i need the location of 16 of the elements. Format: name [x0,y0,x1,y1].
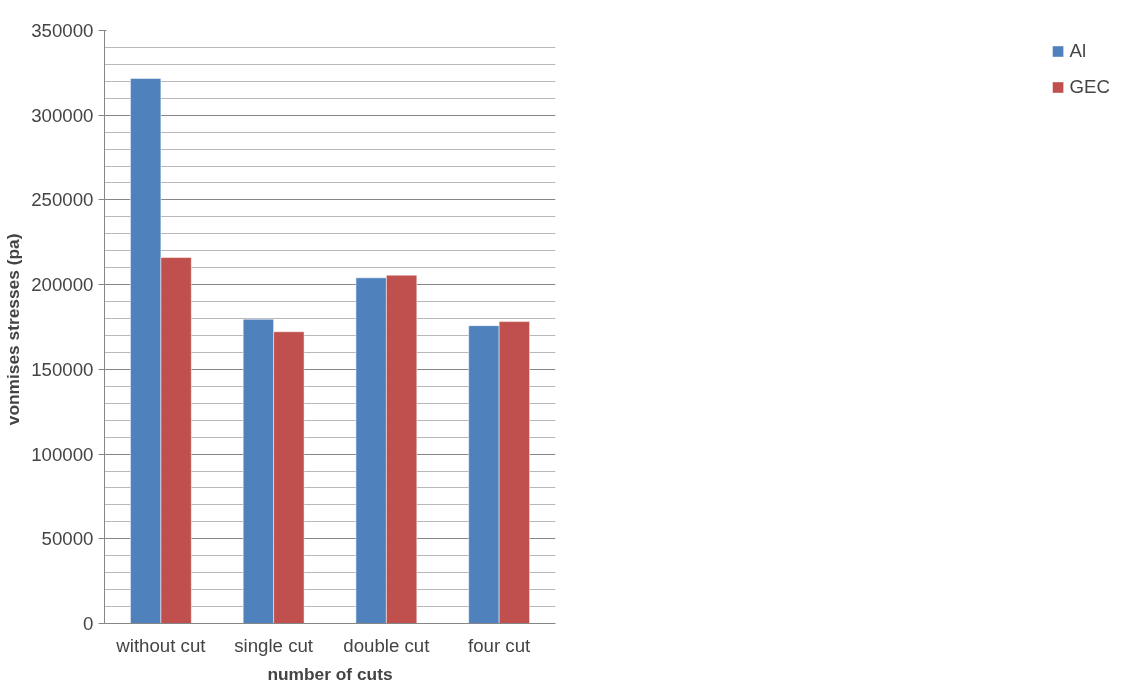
y-axis-title: vonmises stresses (pa) [3,233,24,426]
y-tick-label: 0 [83,613,94,634]
y-tick-label: 150000 [31,358,94,380]
legend-label: GEC [1069,76,1110,98]
x-tick-label: single cut [234,634,314,656]
x-axis-title: number of cuts [267,663,393,684]
x-tick-label: double cut [343,634,431,656]
y-tick-label: 350000 [31,20,94,41]
x-tick-label: four cut [468,634,532,656]
x-tick-label: without cut [115,634,207,656]
y-tick-label: 200000 [31,274,94,296]
y-tick-label: 300000 [31,104,94,126]
y-tick-label: 100000 [31,443,94,465]
legend-label: Al [1069,40,1088,62]
y-tick-label: 50000 [41,528,94,550]
y-tick-label: 250000 [31,189,94,211]
